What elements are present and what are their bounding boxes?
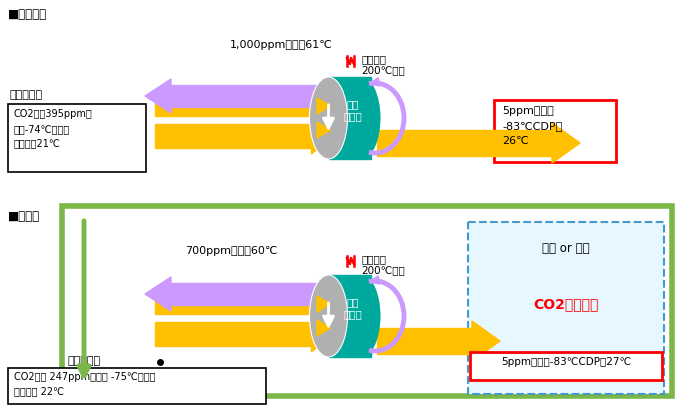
Text: ■再循環: ■再循環: [8, 210, 40, 223]
Bar: [171, 85, 340, 107]
Polygon shape: [317, 122, 330, 138]
Ellipse shape: [343, 275, 381, 357]
Text: 700ppm以上，60℃: 700ppm以上，60℃: [185, 246, 277, 256]
Polygon shape: [552, 123, 580, 163]
Bar: [171, 283, 340, 305]
Text: ドライエア: ドライエア: [10, 90, 43, 100]
Text: ■循環なし: ■循環なし: [8, 8, 47, 21]
Polygon shape: [317, 320, 330, 336]
Text: CO2発生なし: CO2発生なし: [533, 297, 599, 311]
Text: 1,000ppm以上，61℃: 1,000ppm以上，61℃: [230, 40, 333, 50]
Text: 吸着
ロータ: 吸着 ロータ: [344, 297, 362, 319]
Text: ドライエア: ドライエア: [68, 356, 101, 366]
Bar: [155, 290, 311, 314]
Polygon shape: [311, 284, 334, 320]
Bar: [8, 104, 146, 172]
Text: CO2濃度 247ppm，露点 -75℃以上，
空気温度 22℃: CO2濃度 247ppm，露点 -75℃以上， 空気温度 22℃: [14, 372, 155, 396]
Polygon shape: [145, 277, 171, 311]
Ellipse shape: [343, 77, 381, 159]
Bar: [494, 100, 616, 162]
Text: ヒーター
200℃再生: ヒーター 200℃再生: [361, 54, 405, 75]
Ellipse shape: [309, 77, 347, 159]
Bar: [328, 275, 371, 357]
Text: 5ppm以下，
-83℃CDP，
26℃: 5ppm以下， -83℃CDP， 26℃: [502, 106, 563, 146]
Bar: [155, 124, 311, 148]
Bar: [155, 92, 311, 116]
Text: ヒーター
200℃再生: ヒーター 200℃再生: [361, 254, 405, 275]
Polygon shape: [145, 79, 171, 113]
Bar: [328, 77, 371, 159]
Text: 空間 or 部屋: 空間 or 部屋: [542, 242, 590, 255]
Text: 吸着
ロータ: 吸着 ロータ: [344, 99, 362, 121]
Polygon shape: [311, 316, 334, 352]
Ellipse shape: [309, 275, 347, 357]
Polygon shape: [472, 321, 500, 361]
Bar: [468, 222, 664, 394]
Text: 5ppm以下，-83℃CDP，27℃: 5ppm以下，-83℃CDP，27℃: [501, 357, 631, 367]
Polygon shape: [317, 296, 330, 312]
Bar: [8, 368, 266, 404]
Polygon shape: [311, 86, 334, 122]
Text: CO2濃度395ppm，
露点-74℃以上，
空気温度21℃: CO2濃度395ppm， 露点-74℃以上， 空気温度21℃: [14, 109, 93, 149]
Bar: [62, 206, 672, 396]
Bar: [377, 130, 552, 156]
Polygon shape: [311, 118, 334, 154]
Bar: [377, 328, 472, 354]
Polygon shape: [317, 98, 330, 114]
Bar: [155, 322, 311, 346]
Bar: [470, 352, 662, 380]
